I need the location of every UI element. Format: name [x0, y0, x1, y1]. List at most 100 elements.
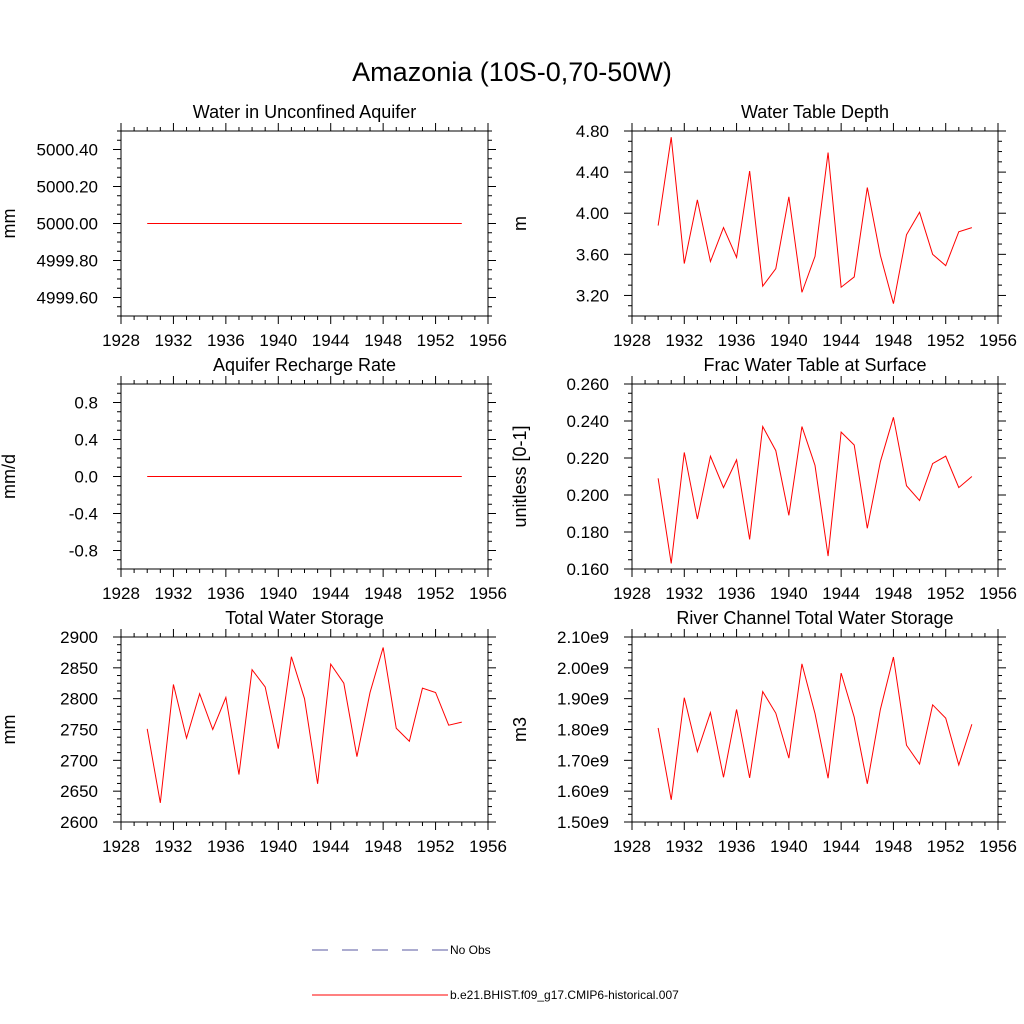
- plot-frame: [631, 383, 999, 570]
- y-tick-label: 0.4: [74, 431, 98, 450]
- plot-frame: [631, 130, 999, 317]
- y-tick-label: 0.160: [566, 560, 609, 579]
- x-tick-label: 1948: [364, 331, 402, 350]
- y-tick-label: -0.4: [69, 505, 98, 524]
- plot-frame: [120, 636, 489, 823]
- y-tick-label: 1.60e9: [557, 782, 609, 801]
- y-tick-label: 5000.20: [37, 178, 98, 197]
- y-tick-label: -0.8: [69, 542, 98, 561]
- x-tick-label: 1928: [102, 584, 140, 603]
- x-tick-label: 1944: [822, 837, 860, 856]
- x-tick-label: 1956: [979, 584, 1017, 603]
- figure-title: Amazonia (10S-0,70-50W): [352, 57, 672, 87]
- x-tick-label: 1952: [417, 584, 455, 603]
- y-tick-label: 2650: [60, 782, 98, 801]
- y-tick-label: 2.10e9: [557, 628, 609, 647]
- series-line: [657, 137, 973, 304]
- chart-panel-3: Aquifer Recharge Rate 1928 1932 1936 1940 194…: [0, 355, 507, 603]
- chart-panel-2: Water Table Depth 1928 1932 1936 1940 1944 194…: [510, 102, 1017, 350]
- x-tick-label: 1940: [259, 331, 297, 350]
- legend-label-model: b.e21.BHIST.f09_g17.CMIP6-historical.007: [450, 988, 679, 1002]
- x-tick-label: 1940: [259, 837, 297, 856]
- series-line: [657, 417, 973, 564]
- x-tick-label: 1948: [875, 584, 913, 603]
- x-tick-label: 1928: [613, 837, 651, 856]
- x-tick-label: 1932: [155, 584, 193, 603]
- y-tick-label: 1.90e9: [557, 690, 609, 709]
- y-tick-label: 2700: [60, 751, 98, 770]
- x-tick-label: 1936: [207, 331, 245, 350]
- x-tick-label: 1956: [469, 584, 507, 603]
- x-tick-label: 1948: [875, 331, 913, 350]
- y-tick-label: 4.40: [576, 163, 609, 182]
- x-tick-label: 1952: [417, 837, 455, 856]
- y-tick-label: 0.200: [566, 486, 609, 505]
- y-tick-label: 0.8: [74, 394, 98, 413]
- x-tick-label: 1940: [770, 837, 808, 856]
- x-tick-label: 1932: [155, 331, 193, 350]
- x-tick-label: 1936: [207, 584, 245, 603]
- x-tick-label: 1952: [417, 331, 455, 350]
- y-axis-label: mm: [0, 715, 19, 745]
- legend-label-no-obs: No Obs: [450, 943, 491, 957]
- y-tick-label: 3.20: [576, 286, 609, 305]
- y-tick-label: 4.00: [576, 204, 609, 223]
- x-tick-label: 1936: [718, 837, 756, 856]
- y-tick-label: 1.50e9: [557, 813, 609, 832]
- y-tick-label: 2800: [60, 690, 98, 709]
- legend: No Obs b.e21.BHIST.f09_g17.CMIP6-historic…: [312, 943, 679, 1002]
- x-tick-label: 1928: [613, 584, 651, 603]
- x-tick-label: 1944: [312, 837, 350, 856]
- x-tick-label: 1952: [927, 837, 965, 856]
- y-tick-label: 4999.80: [37, 252, 98, 271]
- panel-title: Water Table Depth: [741, 102, 889, 122]
- panel-title: Aquifer Recharge Rate: [213, 355, 396, 375]
- y-tick-label: 4.80: [576, 122, 609, 141]
- x-tick-label: 1928: [102, 837, 140, 856]
- x-tick-label: 1948: [364, 837, 402, 856]
- chart-panel-6: River Channel Total Water Storage 1928 193…: [510, 608, 1017, 856]
- x-tick-label: 1952: [927, 584, 965, 603]
- y-tick-label: 0.220: [566, 449, 609, 468]
- chart-panel-1: Water in Unconfined Aquifer 1928 1932 1936 1…: [0, 102, 507, 350]
- x-tick-label: 1956: [469, 331, 507, 350]
- x-tick-label: 1956: [979, 837, 1017, 856]
- panel-title: Water in Unconfined Aquifer: [193, 102, 416, 122]
- y-axis-label: m3: [510, 717, 530, 742]
- y-axis-label: unitless [0-1]: [510, 425, 530, 527]
- x-tick-label: 1948: [875, 837, 913, 856]
- x-tick-label: 1940: [259, 584, 297, 603]
- y-tick-label: 2850: [60, 659, 98, 678]
- x-tick-label: 1928: [613, 331, 651, 350]
- y-tick-label: 5000.40: [37, 141, 98, 160]
- y-tick-label: 0.0: [74, 468, 98, 487]
- panel-title: Total Water Storage: [225, 608, 383, 628]
- x-tick-label: 1944: [312, 331, 350, 350]
- y-tick-label: 0.240: [566, 412, 609, 431]
- y-tick-label: 1.80e9: [557, 721, 609, 740]
- x-tick-label: 1956: [469, 837, 507, 856]
- y-tick-label: 2900: [60, 628, 98, 647]
- x-tick-label: 1932: [665, 331, 703, 350]
- x-tick-label: 1944: [822, 331, 860, 350]
- x-tick-label: 1936: [718, 331, 756, 350]
- plot-frame: [631, 636, 999, 823]
- y-axis-label: mm/d: [0, 454, 19, 499]
- x-tick-label: 1940: [770, 584, 808, 603]
- y-tick-label: 3.60: [576, 245, 609, 264]
- x-tick-label: 1952: [927, 331, 965, 350]
- panels: Water in Unconfined Aquifer 1928 1932 1936 1…: [0, 102, 1017, 856]
- y-axis-label: m: [510, 216, 530, 231]
- x-tick-label: 1932: [155, 837, 193, 856]
- y-tick-label: 2600: [60, 813, 98, 832]
- series-line: [146, 647, 462, 803]
- x-tick-label: 1936: [207, 837, 245, 856]
- y-tick-label: 4999.60: [37, 289, 98, 308]
- y-tick-label: 1.70e9: [557, 751, 609, 770]
- chart-panel-5: Total Water Storage 1928 1932 1936 1940 1944 1…: [0, 608, 507, 856]
- series-line: [657, 656, 973, 800]
- x-tick-label: 1936: [718, 584, 756, 603]
- x-tick-label: 1956: [979, 331, 1017, 350]
- chart-panel-4: Frac Water Table at Surface 1928 1932 1936 1…: [510, 355, 1017, 603]
